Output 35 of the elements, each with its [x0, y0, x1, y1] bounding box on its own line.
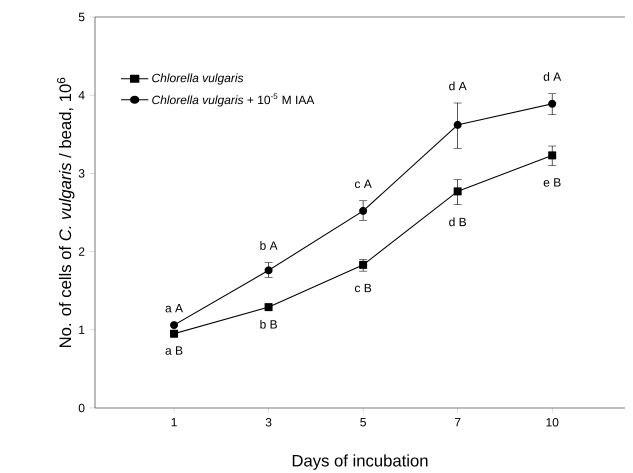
point	[170, 330, 178, 338]
legend-label: Chlorella vulgaris	[152, 73, 244, 85]
annotation: c B	[354, 284, 372, 292]
annotation: a B	[166, 346, 182, 355]
x-axis-title: Days of incubation	[292, 454, 428, 470]
point	[548, 151, 556, 160]
y-tick-label: 2	[78, 247, 84, 256]
point	[454, 120, 462, 129]
point	[170, 321, 178, 330]
annotation: d B	[449, 217, 466, 226]
annotation: d A	[449, 81, 467, 90]
point	[454, 187, 462, 196]
annotation: e B	[544, 178, 561, 187]
y-tick-label: 0	[78, 404, 84, 412]
y-tick-label: 3	[78, 169, 84, 178]
y-axis-title: No. of cells of C. vulgaris / bead, 10$^{6}$	[57, 78, 74, 348]
x-tick-label: 10	[546, 418, 558, 427]
annotation: b A	[260, 241, 278, 250]
point	[359, 260, 368, 269]
y-tick-label: 4	[78, 91, 85, 100]
y-tick-label: 1	[79, 326, 84, 334]
y-tick-label: 5	[78, 12, 84, 22]
x-tick-label: 7	[454, 418, 460, 426]
point	[548, 100, 556, 108]
x-tick-label: 1	[172, 418, 177, 426]
point	[359, 206, 368, 215]
annotation: b B	[260, 320, 277, 329]
point	[264, 266, 273, 274]
annotation: a A	[166, 304, 184, 312]
x-tick-label: 5	[360, 418, 366, 426]
annotation: d A	[544, 72, 562, 81]
annotation: c A	[354, 180, 372, 188]
point	[264, 303, 273, 312]
x-tick-label: 3	[266, 418, 272, 427]
legend-label: Chlorella vulgaris + 10$^{-5}$ M IAA	[152, 93, 314, 107]
